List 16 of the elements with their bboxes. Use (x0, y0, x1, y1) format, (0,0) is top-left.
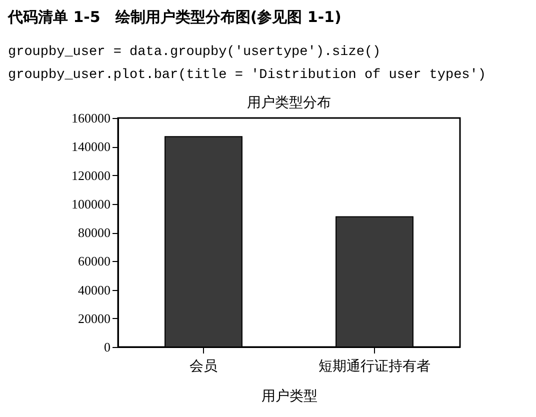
y-tick-label: 160000 (72, 110, 110, 126)
y-tick-label: 120000 (72, 168, 110, 183)
text: groupby_user = data.groupby('usertype').size() (8, 44, 382, 62)
y-tick-label: 20000 (78, 310, 110, 326)
x-tick-label: 会员 (190, 358, 218, 374)
y-tick-label: 100000 (72, 196, 110, 212)
text: groupby_user.plot.bar(title = 'Distribution of user types') (8, 67, 487, 85)
y-tick-label: 80000 (78, 225, 110, 240)
chart-title: 用户类型分布 (247, 95, 331, 111)
x-tick-label: 短期通行证持有者 (318, 358, 430, 374)
x-axis-title: 用户类型 (262, 388, 318, 404)
y-tick-label: 140000 (72, 139, 110, 154)
text: 代码清单 1-5 绘制用户类型分布图(参见图 1-1) (8, 8, 342, 27)
y-tick-label: 60000 (78, 254, 110, 269)
y-tick-label: 40000 (78, 282, 110, 298)
y-tick-label: 0 (104, 340, 110, 354)
